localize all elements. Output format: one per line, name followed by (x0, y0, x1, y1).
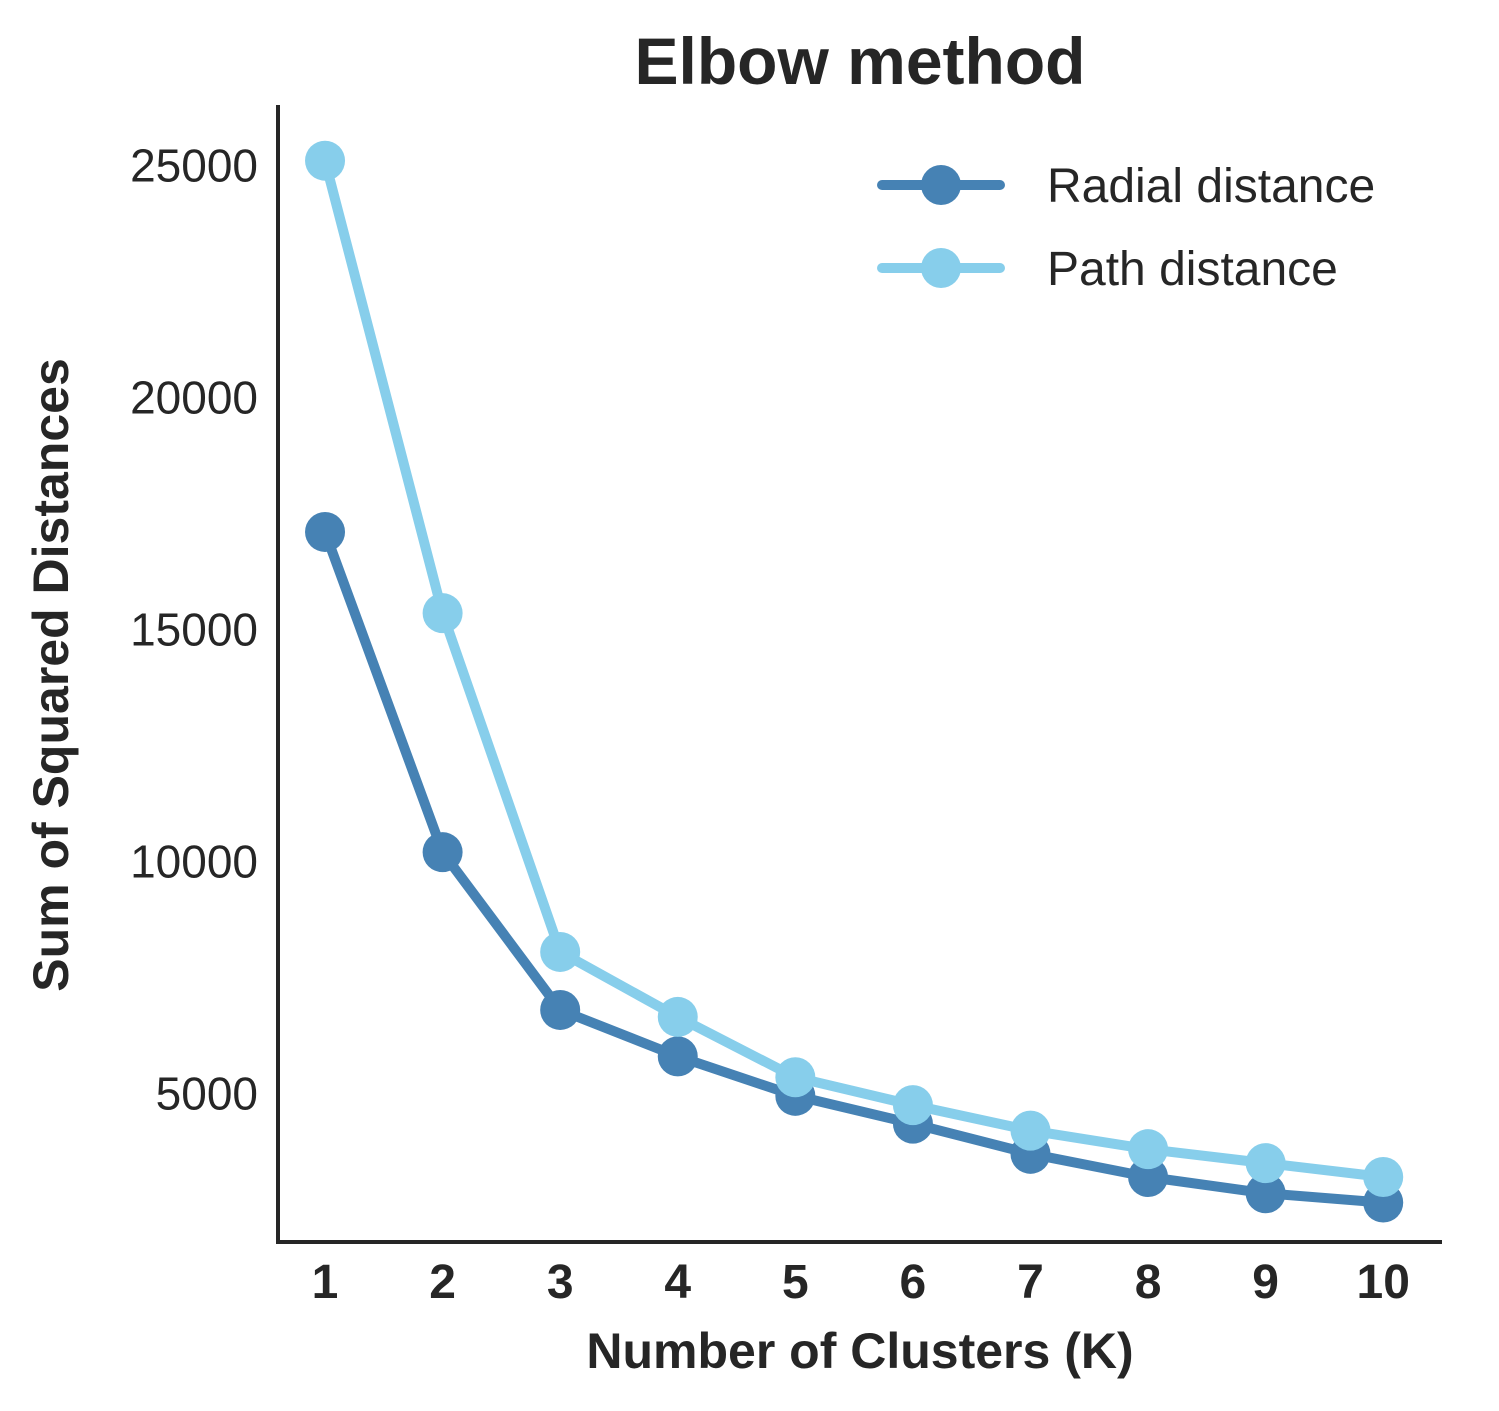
data-point (1245, 1173, 1286, 1214)
legend-item: Path distance (877, 243, 1338, 296)
series-layer (305, 140, 1404, 1223)
data-point (1010, 1110, 1051, 1151)
data-point (540, 931, 581, 972)
x-tick-label: 7 (1017, 1256, 1044, 1309)
data-point (1128, 1129, 1169, 1170)
x-tick-label: 1 (312, 1256, 339, 1309)
y-tick-label: 20000 (130, 371, 258, 423)
legend: Radial distance Path distance (877, 160, 1375, 296)
y-axis-label: Sum of Squared Distances (23, 358, 79, 992)
legend-label: Path distance (1047, 243, 1338, 296)
y-tick-label: 15000 (130, 603, 258, 655)
x-tick-labels: 1 2 3 4 5 6 7 8 9 10 (312, 1256, 1410, 1309)
data-point (305, 140, 346, 181)
chart-title: Elbow method (635, 24, 1086, 98)
y-tick-label: 10000 (130, 835, 258, 887)
data-point (657, 996, 698, 1037)
x-tick-label: 6 (900, 1256, 927, 1309)
x-tick-label: 4 (664, 1256, 691, 1309)
legend-marker (921, 165, 961, 205)
series-0 (305, 511, 1404, 1223)
x-tick-label: 10 (1357, 1256, 1410, 1309)
x-tick-label: 5 (782, 1256, 809, 1309)
y-tick-labels: 5000 10000 15000 20000 25000 (130, 139, 258, 1119)
data-point (422, 832, 463, 873)
data-point (892, 1085, 933, 1126)
legend-item: Radial distance (877, 160, 1375, 213)
data-point (1245, 1143, 1286, 1184)
y-tick-label: 5000 (156, 1067, 258, 1119)
x-tick-label: 8 (1135, 1256, 1162, 1309)
data-point (305, 511, 346, 552)
data-point (1363, 1157, 1404, 1198)
x-axis-label: Number of Clusters (K) (586, 1323, 1133, 1379)
legend-label: Radial distance (1047, 160, 1375, 213)
series-line (320, 155, 1389, 1182)
x-tick-label: 3 (547, 1256, 574, 1309)
data-point (1128, 1157, 1169, 1198)
series-line (320, 527, 1389, 1208)
data-point (657, 1036, 698, 1077)
x-tick-label: 2 (429, 1256, 456, 1309)
data-point (422, 593, 463, 634)
y-tick-label: 25000 (130, 139, 258, 191)
data-point (540, 989, 581, 1030)
series-1 (305, 140, 1404, 1198)
x-tick-label: 9 (1252, 1256, 1279, 1309)
legend-marker (921, 248, 961, 288)
data-point (775, 1057, 816, 1098)
